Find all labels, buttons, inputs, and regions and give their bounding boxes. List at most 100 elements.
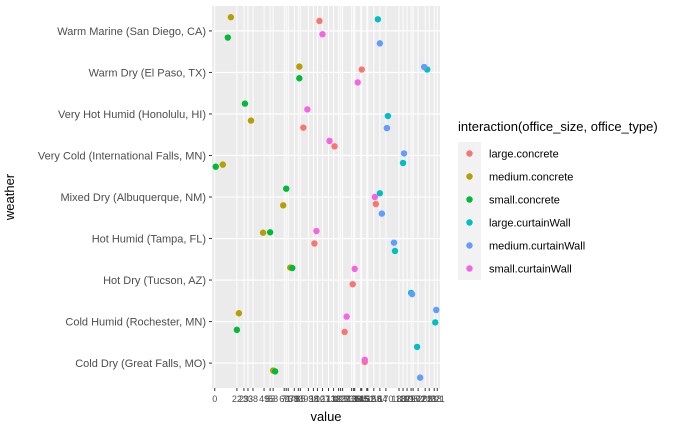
x-tick-label: 187: [396, 394, 411, 404]
data-point-medium-concrete: [259, 229, 267, 236]
x-tick-label: 139: [347, 394, 362, 404]
x-tick-label: 221: [430, 394, 445, 404]
x-tick-label: 79: [289, 394, 299, 404]
x-tick-label: 138: [346, 394, 361, 404]
data-point-medium-curtainWall: [400, 150, 408, 157]
legend-key-medium-concrete: [466, 173, 473, 180]
x-tick-label: 125: [333, 394, 348, 404]
y-tick-label: Cold Humid (Rochester, MN): [65, 317, 206, 329]
data-point-large-concrete: [341, 328, 348, 336]
y-tick-label: Very Hot Humid (Honolulu, HI): [58, 109, 206, 121]
data-point-medium-concrete: [296, 63, 303, 70]
data-point-small-concrete: [224, 34, 232, 41]
x-tick-label: 98: [308, 394, 318, 404]
legend-label: small.curtainWall: [489, 264, 572, 276]
legend-key-large-curtainWall: [466, 219, 473, 226]
data-point-large-curtainWall: [391, 247, 399, 255]
data-point-medium-concrete: [280, 202, 287, 209]
legend-key-small-curtainWall: [466, 265, 473, 272]
data-point-large-concrete: [349, 280, 356, 288]
x-axis-title: value: [310, 409, 341, 424]
data-point-large-concrete: [316, 17, 323, 25]
x-tick-label: 136: [344, 394, 359, 404]
legend-key-large-concrete: [466, 150, 473, 157]
data-point-large-curtainWall: [376, 190, 384, 197]
y-tick-label: Hot Humid (Tampa, FL): [92, 234, 206, 246]
x-tick-label: 93: [303, 394, 313, 404]
data-point-small-curtainWall: [354, 79, 361, 86]
data-point-medium-curtainWall: [416, 374, 424, 381]
data-point-large-concrete: [372, 200, 380, 208]
data-point-large-curtainWall: [384, 112, 392, 120]
legend-key-medium-curtainWall: [466, 242, 473, 249]
data-point-small-curtainWall: [313, 227, 320, 235]
x-tick-label: 38: [248, 394, 258, 404]
data-point-medium-concrete: [247, 117, 255, 124]
data-point-small-curtainWall: [326, 137, 333, 145]
data-point-medium-curtainWall: [433, 306, 440, 314]
x-tick-label: 102: [310, 394, 325, 404]
x-tick-label: 158: [366, 394, 381, 404]
legend-label: large.concrete: [489, 149, 559, 161]
data-point-medium-concrete: [235, 310, 243, 317]
legend-items: large.concrete medium.concrete small.concr…: [458, 142, 585, 280]
data-point-small-curtainWall: [361, 356, 368, 363]
x-tick-label: 145: [353, 394, 368, 404]
data-point-small-concrete: [289, 264, 296, 272]
data-point-small-curtainWall: [351, 265, 358, 273]
data-point-small-concrete: [212, 163, 219, 170]
legend-label: large.curtainWall: [489, 218, 571, 230]
x-tick-label: 29: [239, 394, 249, 404]
y-tick-label: Hot Dry (Tucson, AZ): [103, 275, 206, 287]
x-tick-label: 55: [265, 394, 275, 404]
x-tick-label: 113: [321, 394, 335, 404]
x-tick-label: 33: [243, 394, 253, 404]
x-tick-label: 83: [293, 394, 303, 404]
y-tick-label: Mixed Dry (Albuquerque, NM): [61, 192, 207, 204]
data-point-small-concrete: [233, 326, 241, 334]
data-point-large-concrete: [311, 240, 318, 247]
x-tick-label: 85: [295, 394, 305, 404]
data-point-small-concrete: [271, 368, 279, 375]
data-point-small-concrete: [241, 100, 249, 107]
x-tick-label: 183: [391, 394, 406, 404]
legend-label: small.concrete: [489, 195, 560, 207]
x-tick-label: 197: [406, 394, 421, 404]
y-tick-label: Cold Dry (Great Falls, MO): [75, 358, 206, 370]
x-tick-label: 170: [378, 394, 393, 404]
data-point-medium-curtainWall: [376, 40, 384, 47]
data-point-medium-curtainWall: [408, 290, 416, 298]
y-axis-title: weather: [2, 173, 17, 221]
data-point-small-curtainWall: [343, 313, 350, 320]
legend-label: medium.concrete: [489, 172, 573, 184]
x-tick-label: 191: [400, 394, 415, 404]
y-tick-label: Very Cold (International Falls, MN): [38, 150, 206, 162]
data-point-small-concrete: [266, 229, 274, 236]
x-tick-label: 152: [360, 394, 375, 404]
y-tick-label: Warm Marine (San Diego, CA): [57, 26, 206, 38]
data-point-large-concrete: [358, 66, 365, 73]
data-points: [212, 14, 440, 381]
data-point-medium-curtainWall: [378, 210, 386, 217]
y-tick-label: Warm Dry (El Paso, TX): [89, 67, 206, 79]
data-point-small-curtainWall: [319, 31, 326, 38]
legend-title: interaction(office_size, office_type): [458, 119, 658, 134]
data-point-small-concrete: [296, 75, 303, 82]
data-point-medium-concrete: [219, 161, 226, 168]
data-point-large-concrete: [300, 124, 307, 131]
x-tick-label: 213: [422, 394, 437, 404]
x-tick-label: 195: [404, 394, 419, 404]
x-tick-label: 164: [372, 394, 387, 404]
data-point-medium-curtainWall: [383, 124, 391, 132]
x-tick-label: 71: [281, 394, 291, 404]
x-tick-label: 218: [427, 394, 442, 404]
data-point-large-curtainWall: [374, 16, 382, 23]
x-tick-label: 49: [259, 394, 269, 404]
data-point-large-curtainWall: [413, 343, 421, 351]
x-tick-label: 209: [418, 394, 433, 404]
x-tick-label: 69: [279, 394, 289, 404]
x-tick-label: 146: [354, 394, 369, 404]
y-axis-ticks: Cold Dry (Great Falls, MO) Cold Humid (Ro…: [38, 26, 212, 370]
legend-label: medium.curtainWall: [489, 241, 585, 253]
